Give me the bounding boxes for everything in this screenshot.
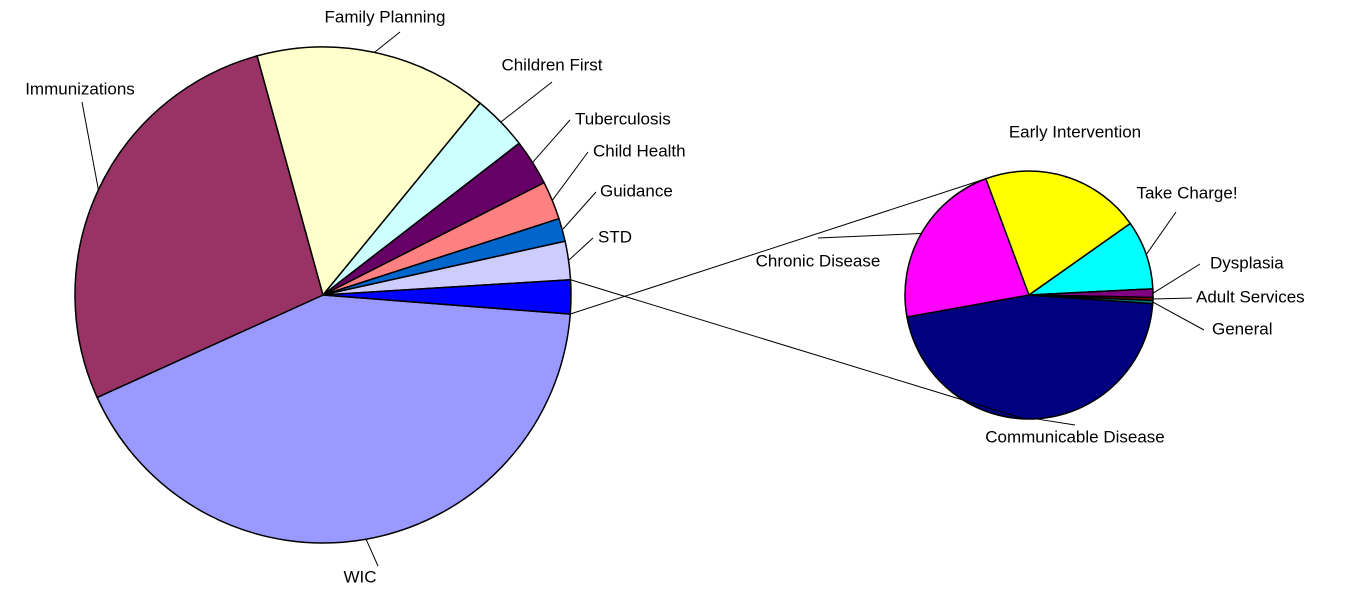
pie-slice	[96, 294, 572, 544]
leader-line	[1152, 301, 1205, 331]
leader-line	[1152, 297, 1193, 300]
leader-line	[568, 237, 594, 261]
connector-line	[570, 279, 1025, 420]
leader-line	[374, 31, 401, 53]
slice-label: WIC	[343, 567, 376, 586]
slice-label: General	[1212, 319, 1272, 338]
slice-label: Children First	[501, 55, 602, 74]
slice-label: Tuberculosis	[575, 109, 671, 128]
slice-label: Communicable Disease	[985, 427, 1165, 446]
slice-label: Family Planning	[325, 7, 446, 26]
slice-label: Dysplasia	[1210, 253, 1284, 272]
leader-line	[81, 101, 99, 190]
slice-label: Early Intervention	[1009, 122, 1141, 141]
leader-line	[1152, 263, 1201, 294]
pie-slice	[74, 54, 324, 399]
slice-label: Adult Services	[1196, 287, 1305, 306]
leader-line	[532, 119, 571, 163]
slice-label: Guidance	[600, 181, 673, 200]
leader-line	[500, 81, 553, 123]
pie-slice	[906, 294, 1154, 420]
pie-slice	[256, 46, 482, 297]
slice-label: STD	[598, 227, 632, 246]
slice-label: Immunizations	[25, 79, 135, 98]
slice-label: Chronic Disease	[756, 251, 881, 270]
connector-line	[570, 178, 987, 315]
leader-line	[1145, 211, 1177, 255]
slice-label: Child Health	[593, 141, 686, 160]
leader-line	[551, 151, 589, 201]
slice-label: Take Charge!	[1136, 183, 1237, 202]
leader-line	[561, 191, 597, 231]
leader-line	[817, 233, 922, 239]
leader-line	[365, 539, 379, 567]
leader-line	[1035, 418, 1076, 426]
